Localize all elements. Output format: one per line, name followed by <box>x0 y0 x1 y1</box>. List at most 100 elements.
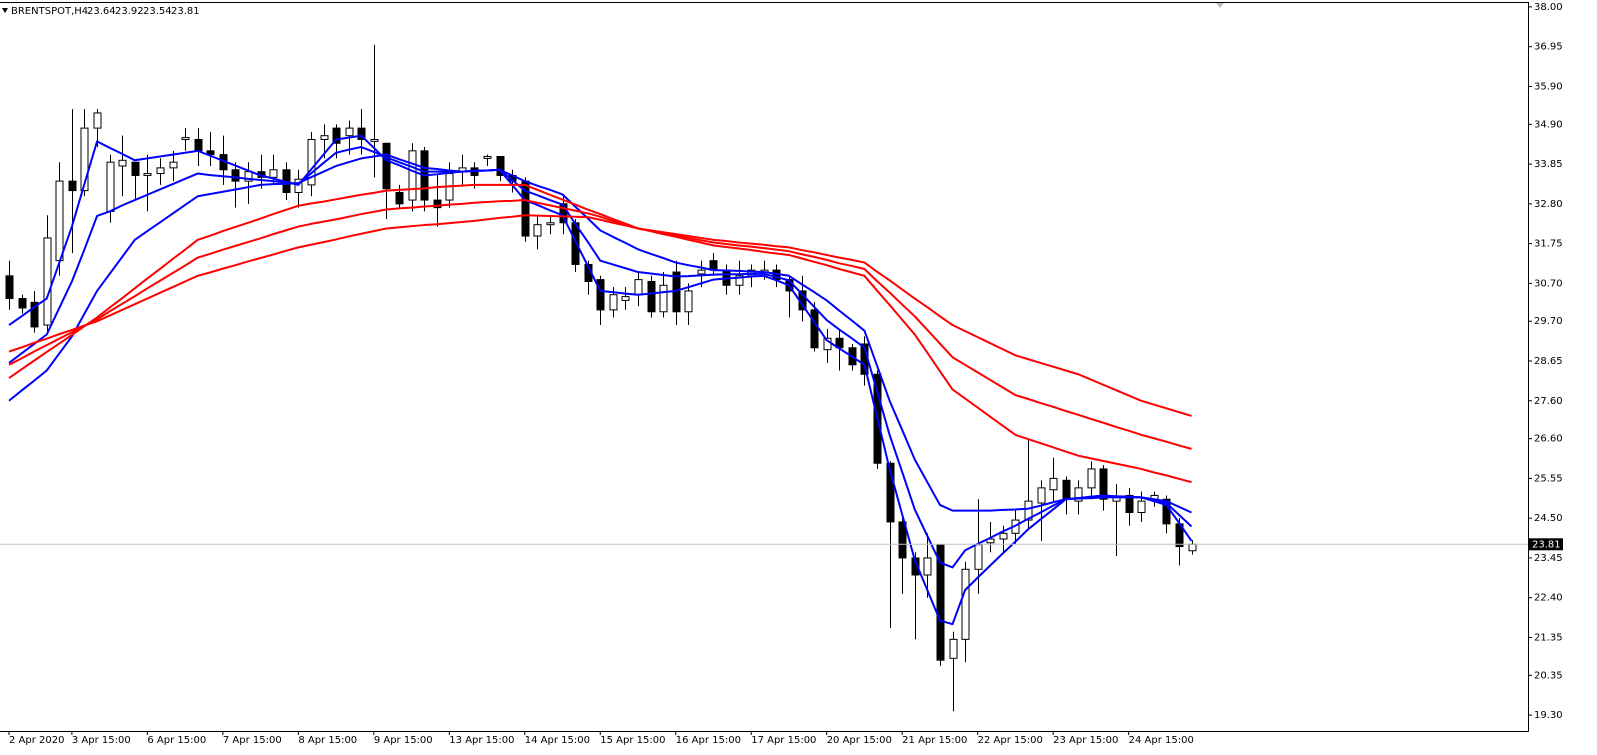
candle-body <box>30 301 39 328</box>
y-tick-label: 33.85 <box>1534 159 1563 170</box>
price-tag-label: 23.81 <box>1532 539 1561 550</box>
y-tick-label: 35.90 <box>1534 81 1563 92</box>
x-tick-label: 22 Apr 15:00 <box>978 735 1043 746</box>
y-tick-label: 24.50 <box>1534 513 1563 524</box>
x-tick-label: 23 Apr 15:00 <box>1053 735 1118 746</box>
moving-average <box>8 134 1193 626</box>
candle-body <box>1087 468 1096 489</box>
y-tick-label: 21.35 <box>1534 632 1563 643</box>
x-tick-label: 13 Apr 15:00 <box>449 735 514 746</box>
candle-body <box>986 538 995 544</box>
candle-body <box>143 173 152 176</box>
candle-body <box>345 127 354 137</box>
candle-body <box>496 156 505 176</box>
header-low: 23.54 <box>143 6 172 17</box>
candle-body <box>1188 543 1197 552</box>
header-open: 23.64 <box>87 6 116 17</box>
candle-body <box>1099 468 1108 500</box>
candle-body <box>194 138 203 152</box>
candle-body <box>93 112 102 129</box>
candle-body <box>974 544 983 570</box>
candle-body <box>647 280 656 313</box>
candle-body <box>483 156 492 159</box>
candle-body <box>106 161 115 212</box>
x-tick-label: 17 Apr 15:00 <box>751 735 816 746</box>
candle-body <box>269 169 278 178</box>
candle-body <box>735 275 744 286</box>
x-tick-label: 7 Apr 15:00 <box>223 735 282 746</box>
moving-average <box>8 199 1192 450</box>
x-tick-label: 15 Apr 15:00 <box>600 735 665 746</box>
y-tick-label: 20.35 <box>1534 670 1563 681</box>
candle-body <box>961 568 970 640</box>
y-tick-label: 32.80 <box>1534 199 1563 210</box>
moving-average <box>8 183 1192 484</box>
candle-body <box>1074 487 1083 502</box>
candle-body <box>898 521 907 559</box>
y-tick-label: 19.30 <box>1534 710 1563 721</box>
moving-average <box>8 146 1193 569</box>
x-tick-label: 24 Apr 15:00 <box>1129 735 1194 746</box>
y-tick-label: 22.40 <box>1534 593 1563 604</box>
candle-body <box>659 284 668 313</box>
candle-body <box>382 142 391 190</box>
candle-body <box>43 237 52 326</box>
moving-average <box>8 214 1192 417</box>
candle-body <box>546 222 555 226</box>
candle-body <box>1137 500 1146 513</box>
candle-body <box>1125 494 1134 513</box>
y-tick-label: 36.95 <box>1534 42 1563 53</box>
x-tick-label: 20 Apr 15:00 <box>827 735 892 746</box>
candle-body <box>357 127 366 140</box>
candle-body <box>621 296 630 301</box>
candle-body <box>118 159 127 167</box>
candle-body <box>55 180 64 262</box>
candle-body <box>1024 500 1033 521</box>
header-close: 23.81 <box>171 6 200 17</box>
y-tick-label: 26.60 <box>1534 434 1563 445</box>
moving-average <box>8 153 1192 514</box>
price-tag <box>1529 538 1563 551</box>
y-tick-label: 29.70 <box>1534 316 1563 327</box>
plot-area <box>0 44 1528 712</box>
y-tick-label: 31.75 <box>1534 239 1563 250</box>
candle-body <box>370 138 379 142</box>
candle-body <box>949 638 958 659</box>
candle-body <box>320 135 329 140</box>
y-tick-label: 28.65 <box>1534 356 1563 367</box>
symbol-menu-arrow[interactable] <box>2 8 8 13</box>
candle-body <box>596 279 605 311</box>
y-tick-label: 30.70 <box>1534 278 1563 289</box>
x-tick-label: 3 Apr 15:00 <box>72 735 131 746</box>
candle-body <box>169 161 178 169</box>
candle-body <box>5 275 14 300</box>
candle-body <box>999 532 1008 540</box>
candle-body <box>332 127 341 144</box>
x-tick-label: 14 Apr 15:00 <box>525 735 590 746</box>
candle-body <box>80 127 89 192</box>
candle-body <box>156 167 165 175</box>
candle-body <box>395 191 404 205</box>
candle-body <box>911 557 920 576</box>
candle-body <box>68 180 77 192</box>
candle-body <box>697 269 706 275</box>
candle-body <box>18 298 27 309</box>
candle-body <box>886 462 895 523</box>
candle-body <box>1062 479 1071 500</box>
candle-body <box>810 309 819 349</box>
candle-body <box>609 294 618 311</box>
x-tick-label: 8 Apr 15:00 <box>298 735 357 746</box>
candle-body <box>1037 487 1046 504</box>
candle-body <box>433 199 442 209</box>
x-tick-label: 6 Apr 15:00 <box>147 735 206 746</box>
x-tick-label: 21 Apr 15:00 <box>902 735 967 746</box>
symbol: BRENTSPOT,H4 <box>11 6 88 17</box>
y-tick-label: 23.45 <box>1534 553 1563 564</box>
y-tick-label: 27.60 <box>1534 396 1563 407</box>
candle-body <box>408 150 417 201</box>
candle-body <box>684 290 693 313</box>
candle-body <box>231 169 240 182</box>
candle-body <box>131 161 140 176</box>
